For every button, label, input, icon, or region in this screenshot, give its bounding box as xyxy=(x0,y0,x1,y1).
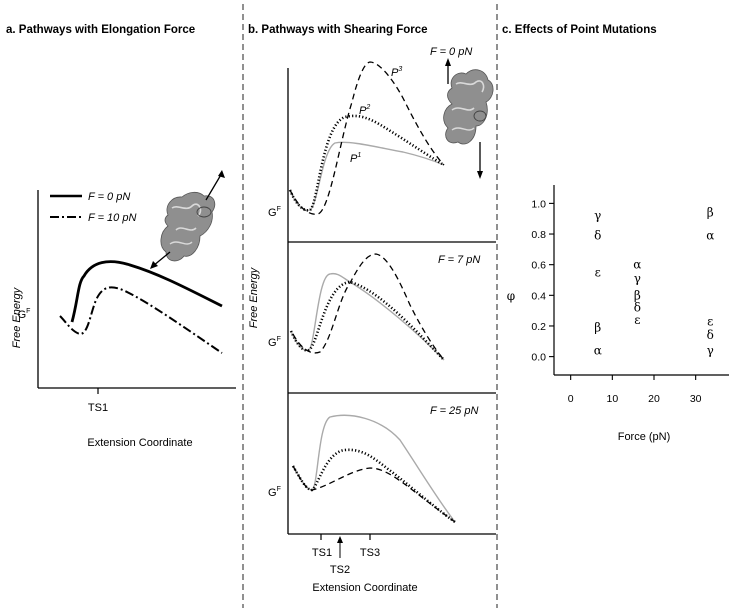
legend-a-f10-label: F = 10 pN xyxy=(88,212,136,224)
panel-a-g-label: GF xyxy=(18,308,31,321)
c-xtick-label: 0 xyxy=(568,393,574,405)
c-point: ε xyxy=(707,314,713,328)
curve-b25-p2 xyxy=(291,448,456,524)
panel-c-title: c. Effects of Point Mutations xyxy=(502,24,657,36)
curve-a-f10 xyxy=(59,286,223,354)
curve-b7-p1 xyxy=(290,272,445,361)
panel-a-ylabel: Free Energy xyxy=(11,286,23,348)
curve-b25-p3 xyxy=(292,465,456,523)
panel-a-title: a. Pathways with Elongation Force xyxy=(6,24,195,36)
c-point: β xyxy=(594,321,601,335)
panel-a-xlabel: Extension Coordinate xyxy=(87,437,192,449)
c-point: α xyxy=(594,343,602,357)
c-ytick-label: 0.2 xyxy=(531,321,546,333)
c-ytick-label: 0.4 xyxy=(531,290,546,302)
c-point: ε xyxy=(634,313,640,327)
c-xtick-label: 20 xyxy=(648,393,660,405)
panel-c: c. Effects of Point Mutations 0.00.20.40… xyxy=(502,24,729,443)
c-point: δ xyxy=(707,328,714,342)
panel-b-xlabel: Extension Coordinate xyxy=(312,582,417,594)
panel-c-xticks: 0 10 20 30 xyxy=(568,375,702,405)
pathway-label-p2: P2 xyxy=(359,104,370,117)
c-point: γ xyxy=(594,209,601,223)
panel-c-ylabel: φ xyxy=(507,289,515,303)
panel-b: b. Pathways with Shearing Force Free Ene… xyxy=(248,24,496,594)
c-point: γ xyxy=(634,271,641,285)
curve-b7-p3 xyxy=(292,253,445,361)
legend-a-f0-label: F = 0 pN xyxy=(88,191,130,203)
c-point: γ xyxy=(707,343,714,357)
panel-b-ylabel: Free Energy xyxy=(248,266,260,328)
protein-structure-a-icon xyxy=(150,170,225,269)
curve-b0-p3 xyxy=(289,61,445,215)
c-ytick-label: 0.8 xyxy=(531,229,546,241)
protein-structure-b-icon xyxy=(443,58,494,179)
c-ytick-label: 0.6 xyxy=(531,260,546,272)
c-xtick-label: 10 xyxy=(606,393,618,405)
c-xtick-label: 30 xyxy=(690,393,702,405)
ts3-label-b: TS3 xyxy=(360,547,380,559)
force-label-b-7: F = 7 pN xyxy=(438,254,480,266)
c-point: β xyxy=(634,288,641,302)
c-point: δ xyxy=(634,301,641,315)
c-point: β xyxy=(707,206,714,220)
force-label-b-25: F = 25 pN xyxy=(430,405,478,417)
c-point: δ xyxy=(594,229,601,243)
panel-c-xlabel: Force (pN) xyxy=(618,431,671,443)
force-label-b-0: F = 0 pN xyxy=(430,46,472,58)
curve-a-f0 xyxy=(70,260,223,323)
ts2-label-b: TS2 xyxy=(330,564,350,576)
curve-b25-p1 xyxy=(292,414,456,523)
pathway-label-p1: P1 xyxy=(350,152,361,165)
c-point: α xyxy=(706,229,714,243)
ts1-label-b: TS1 xyxy=(312,547,332,559)
panel-b-g-label-2: GF xyxy=(268,336,281,349)
c-ytick-label: 1.0 xyxy=(531,198,546,210)
panel-b-g-label-1: GF xyxy=(268,206,281,219)
panel-c-yticks: 0.0 0.2 0.4 0.6 0.8 1.0 xyxy=(531,198,554,364)
c-point: α xyxy=(633,258,641,272)
panel-b-g-label-3: GF xyxy=(268,486,281,499)
c-ytick-label: 0.0 xyxy=(531,352,546,364)
curve-b7-p2 xyxy=(289,280,445,361)
curve-b0-p2 xyxy=(288,114,445,212)
panel-a: a. Pathways with Elongation Force Free E… xyxy=(6,24,236,449)
c-point: ε xyxy=(595,265,601,279)
ts2-arrow-icon xyxy=(337,536,343,558)
panel-b-title: b. Pathways with Shearing Force xyxy=(248,24,428,36)
pathway-label-p3: P3 xyxy=(391,66,402,79)
panel-a-ts1-label: TS1 xyxy=(88,402,108,414)
